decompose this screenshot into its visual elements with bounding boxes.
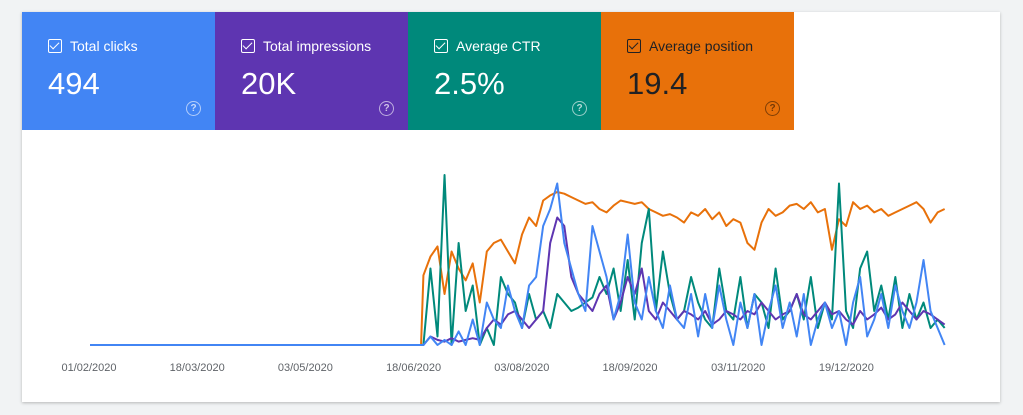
checkbox-icon[interactable] bbox=[627, 39, 641, 53]
metric-label: Average CTR bbox=[456, 38, 541, 54]
help-icon[interactable]: ? bbox=[379, 101, 394, 116]
metric-value: 2.5% bbox=[434, 66, 505, 101]
metric-tile-impressions[interactable]: Total impressions 20K ? bbox=[215, 12, 408, 130]
metric-label: Total impressions bbox=[263, 38, 372, 54]
metric-tile-ctr[interactable]: Average CTR 2.5% ? bbox=[408, 12, 601, 130]
metric-value: 494 bbox=[48, 66, 100, 101]
x-tick-label: 03/05/2020 bbox=[278, 362, 333, 374]
metric-label: Total clicks bbox=[70, 38, 138, 54]
x-tick-label: 03/11/2020 bbox=[711, 362, 765, 374]
x-tick-label: 18/06/2020 bbox=[386, 362, 441, 374]
help-icon[interactable]: ? bbox=[572, 101, 587, 116]
x-tick-label: 01/02/2020 bbox=[61, 362, 116, 374]
series-line-average-position bbox=[90, 191, 946, 346]
metric-tiles: Total clicks 494 ? Total impressions 20K… bbox=[22, 12, 1000, 130]
metric-value: 20K bbox=[241, 66, 297, 101]
metric-value: 19.4 bbox=[627, 66, 688, 101]
checkbox-icon[interactable] bbox=[434, 39, 448, 53]
checkbox-icon[interactable] bbox=[241, 39, 255, 53]
help-icon[interactable]: ? bbox=[765, 101, 780, 116]
performance-card: Total clicks 494 ? Total impressions 20K… bbox=[22, 12, 1000, 402]
metric-tile-position[interactable]: Average position 19.4 ? bbox=[601, 12, 794, 130]
x-tick-label: 18/03/2020 bbox=[170, 362, 225, 374]
checkbox-icon[interactable] bbox=[48, 39, 62, 53]
x-tick-label: 19/12/2020 bbox=[819, 362, 874, 374]
performance-chart: 01/02/2020 18/03/2020 03/05/2020 18/06/2020… bbox=[61, 174, 946, 374]
metric-tile-clicks[interactable]: Total clicks 494 ? bbox=[22, 12, 215, 130]
series-line-total-clicks bbox=[90, 182, 946, 346]
x-tick-label: 03/08/2020 bbox=[494, 362, 549, 374]
series-line-average-ctr bbox=[90, 174, 946, 346]
help-icon[interactable]: ? bbox=[186, 101, 201, 116]
x-tick-label: 18/09/2020 bbox=[602, 362, 657, 374]
metric-label: Average position bbox=[649, 38, 754, 54]
